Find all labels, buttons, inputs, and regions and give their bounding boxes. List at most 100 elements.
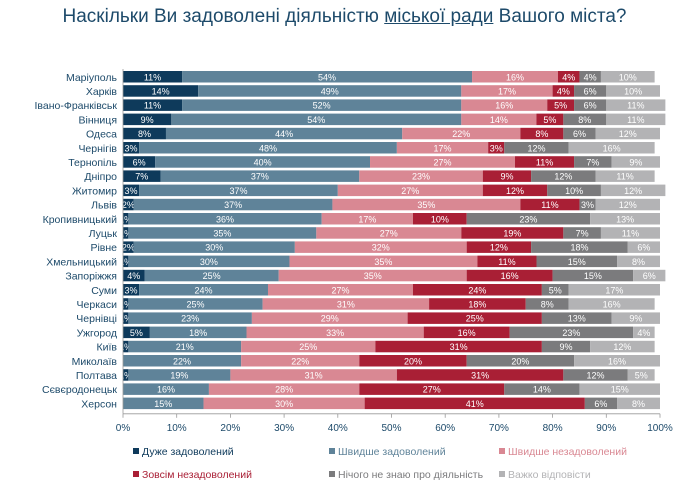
data-label: 6% <box>594 399 607 409</box>
category-label: Вінниця <box>79 114 118 126</box>
data-label: 44% <box>275 129 293 139</box>
bar-segment <box>541 284 569 296</box>
bar-segment <box>482 184 548 197</box>
bar-segment <box>128 312 252 324</box>
bar-segment <box>123 369 129 381</box>
bar-segment <box>504 383 580 395</box>
data-label: 16% <box>501 271 519 281</box>
data-label: 2% <box>122 200 135 210</box>
bar-segment <box>241 355 360 367</box>
category-label: Тернопіль <box>68 157 117 169</box>
bar-segment <box>123 85 199 97</box>
data-label: 5% <box>554 101 567 111</box>
data-label: 12% <box>619 200 637 210</box>
data-label: 16% <box>506 72 524 82</box>
bar-segment <box>461 85 553 97</box>
bar-segment <box>364 397 585 410</box>
bar-segment <box>123 213 129 225</box>
legend-label: Дуже задоволений <box>142 446 234 458</box>
category-label: Київ <box>97 342 118 354</box>
data-label: 29% <box>321 314 339 324</box>
data-label: 16% <box>603 299 621 309</box>
data-label: 14% <box>533 385 551 395</box>
bar-segment <box>203 397 365 410</box>
bar-segment <box>123 198 134 211</box>
bar-segment <box>557 71 580 83</box>
data-label: 4% <box>127 271 140 281</box>
x-tick-label: 90% <box>596 423 616 434</box>
data-label: 6% <box>584 86 597 96</box>
legend-swatch <box>499 448 505 454</box>
data-label: 31% <box>305 370 323 380</box>
legend-label: Важко відповісти <box>508 469 591 481</box>
data-label: 13% <box>616 214 634 224</box>
category-label: Черкаси <box>77 299 118 311</box>
bar-segment <box>123 355 242 367</box>
data-label: 11% <box>144 72 161 82</box>
bar-segment <box>359 170 483 182</box>
legend-label: Зовсім незадоволений <box>142 469 252 481</box>
bar-segment <box>611 156 660 168</box>
bar-segment <box>123 227 129 239</box>
bar-segment <box>429 298 526 310</box>
data-label: 1% <box>119 214 132 224</box>
data-label: 24% <box>195 285 213 295</box>
bar-segment <box>412 213 467 225</box>
data-label: 41% <box>466 399 484 409</box>
category-label: Маріуполь <box>66 72 118 84</box>
data-label: 5% <box>130 328 143 338</box>
bar-segment <box>482 170 532 182</box>
data-label: 18% <box>468 299 486 309</box>
legend-swatch <box>329 471 335 477</box>
bar-segment <box>139 142 397 154</box>
data-label: 21% <box>176 342 194 352</box>
data-label: 3% <box>125 285 138 295</box>
bar-segment <box>509 326 634 339</box>
legend-swatch <box>133 448 139 454</box>
bar-segment <box>531 241 628 253</box>
bar-segment <box>128 340 242 353</box>
data-label: 48% <box>259 143 277 153</box>
bar-segment <box>568 284 660 296</box>
data-label: 1% <box>119 228 132 238</box>
data-label: 5% <box>635 370 648 380</box>
bar-segment <box>472 71 558 83</box>
x-tick-label: 80% <box>543 423 563 434</box>
bar-segment <box>128 298 263 310</box>
data-label: 10% <box>619 72 637 82</box>
data-label: 16% <box>608 356 626 366</box>
bar-segment <box>123 184 140 197</box>
bar-segment <box>574 156 612 168</box>
bar-segment <box>595 170 655 182</box>
bar-segment <box>627 369 655 381</box>
bar-segment <box>466 269 553 282</box>
bar-segment <box>294 241 467 253</box>
bar-segment <box>423 326 510 339</box>
bar-segment <box>149 326 247 339</box>
data-label: 25% <box>299 342 317 352</box>
data-label: 10% <box>565 186 583 196</box>
data-label: 23% <box>181 314 199 324</box>
data-label: 37% <box>224 200 242 210</box>
x-tick-label: 60% <box>435 423 455 434</box>
bar-segment <box>617 255 660 268</box>
data-label: 12% <box>619 129 637 139</box>
x-tick-label: 0% <box>116 423 131 434</box>
bar-segment <box>552 269 634 282</box>
data-label: 20% <box>404 356 422 366</box>
bar-segment <box>600 184 666 197</box>
data-label: 12% <box>554 172 572 182</box>
data-label: 36% <box>216 214 234 224</box>
category-label: Харків <box>86 86 118 98</box>
bar-segment <box>182 71 473 83</box>
data-label: 7% <box>135 172 148 182</box>
bar-segment <box>123 284 140 296</box>
data-label: 6% <box>643 271 656 281</box>
bar-segment <box>171 113 462 126</box>
data-label: 27% <box>380 228 398 238</box>
bar-segment <box>396 142 489 154</box>
data-label: 5% <box>549 285 562 295</box>
data-label: 12% <box>490 243 508 253</box>
data-label: 32% <box>372 243 390 253</box>
title-text-end: Вашого міста? <box>493 6 627 27</box>
